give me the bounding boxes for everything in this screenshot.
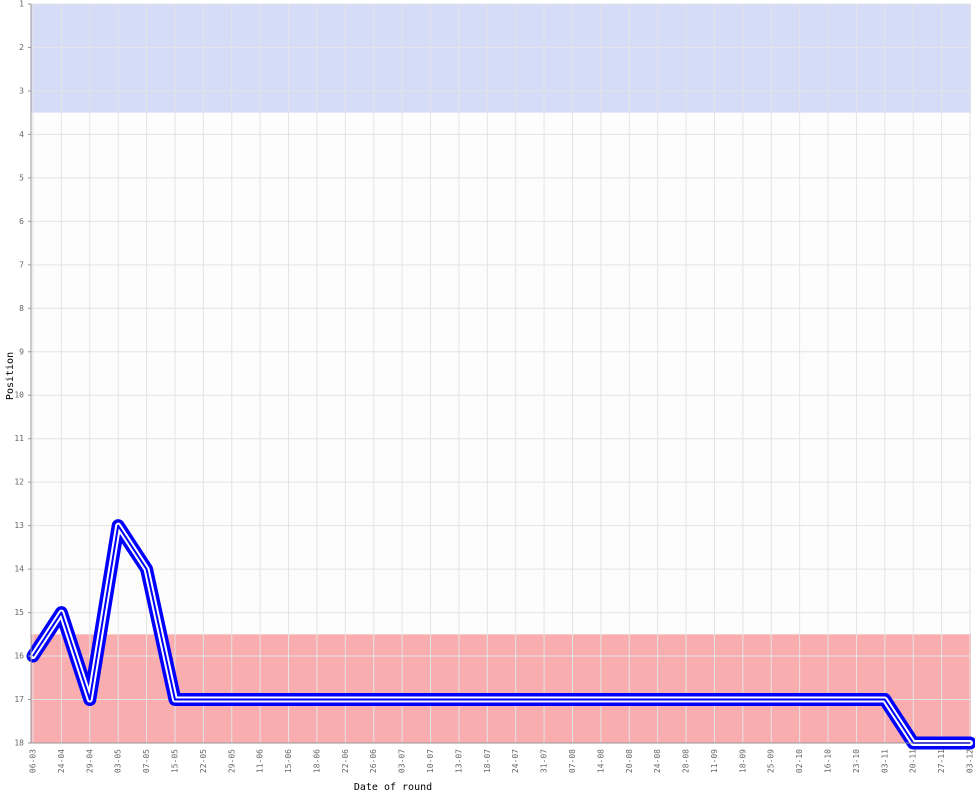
lines (26, 519, 975, 750)
y-tick-label: 13 (14, 521, 24, 530)
x-tick-label: 07-05 (142, 749, 151, 773)
x-tick-label: 24-08 (653, 749, 662, 773)
y-tick-label: 17 (14, 695, 24, 704)
x-tick-label: 10-07 (426, 749, 435, 773)
x-axis-title: Date of round (354, 782, 432, 793)
bands (31, 4, 971, 743)
x-tick-label: 06-03 (29, 749, 38, 773)
y-tick-label: 3 (19, 86, 24, 95)
y-tick-label: 6 (19, 217, 24, 226)
y-tick-label: 4 (19, 130, 24, 139)
band (31, 634, 971, 743)
x-tick-label: 31-07 (540, 749, 549, 773)
y-tick-label: 9 (19, 347, 24, 356)
x-tick-label: 26-06 (369, 749, 378, 773)
x-tick-label: 25-09 (767, 749, 776, 773)
x-tick-label: 03-11 (880, 749, 889, 773)
line (32, 524, 970, 744)
x-tick-label: 03-07 (398, 749, 407, 773)
x-tick-label: 13-07 (454, 749, 463, 773)
x-tick-label: 07-08 (568, 749, 577, 773)
y-tick-label: 16 (14, 652, 24, 661)
x-tick-label: 18-06 (312, 749, 321, 773)
x-tick-label: 24-04 (57, 749, 66, 773)
x-tick-label: 24-07 (511, 749, 520, 773)
x-tick-label: 11-06 (256, 749, 265, 773)
x-tick-label: 15-06 (284, 749, 293, 773)
plot-area (31, 4, 971, 743)
y-tick-label: 5 (19, 173, 24, 182)
band (31, 4, 971, 113)
y-axis-title: Position (5, 352, 16, 400)
x-tick-label: 15-05 (170, 749, 179, 773)
x-tick-label: 16-10 (824, 749, 833, 773)
y-tick-label: 7 (19, 260, 24, 269)
y-tick-label: 2 (19, 43, 24, 52)
x-tick-label: 23-10 (852, 749, 861, 773)
x-tick-label: 02-10 (795, 749, 804, 773)
x-tick-label: 03-12 (966, 749, 975, 773)
x-tick-label: 29-04 (85, 749, 94, 773)
x-tick-label: 27-11 (937, 749, 946, 773)
x-tick-label: 29-05 (227, 749, 236, 773)
y-tick-label: 8 (19, 304, 24, 313)
y-tick-label: 15 (14, 608, 24, 617)
x-tick-label: 20-11 (909, 749, 918, 773)
y-tick-label: 11 (14, 434, 24, 443)
x-tick-label: 11-09 (710, 749, 719, 773)
y-tick-label: 12 (14, 478, 24, 487)
x-tick-label: 20-08 (625, 749, 634, 773)
x-tick-label: 03-05 (114, 749, 123, 773)
x-tick-label: 18-09 (738, 749, 747, 773)
x-tick-label: 22-06 (341, 749, 350, 773)
x-tick-label: 18-07 (483, 749, 492, 773)
y-tick-label: 14 (14, 565, 24, 574)
y-tick-label: 1 (19, 0, 24, 9)
x-tick-label: 14-08 (596, 749, 605, 773)
x-tick-label: 28-08 (682, 749, 691, 773)
y-tick-label: 10 (14, 391, 24, 400)
y-tick-label: 18 (14, 739, 24, 748)
x-tick-label: 22-05 (199, 749, 208, 773)
